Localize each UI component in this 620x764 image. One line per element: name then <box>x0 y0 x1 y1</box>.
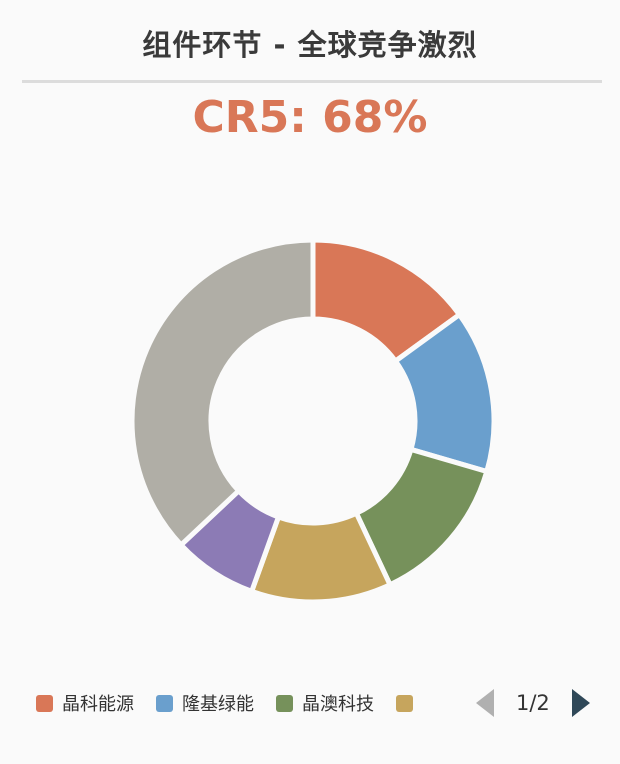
legend-pager: 1/2 <box>476 686 590 720</box>
concentration-headline: CR5: 68% <box>192 92 428 143</box>
chevron-left-icon[interactable] <box>476 689 494 717</box>
title-divider <box>22 80 602 83</box>
legend-label: 隆基绿能 <box>182 694 254 715</box>
chevron-right-icon[interactable] <box>571 689 590 717</box>
legend-item-2[interactable]: 隆基绿能 <box>156 690 254 716</box>
legend-label: 晶科能源 <box>62 694 134 715</box>
legend-item-1[interactable]: 晶科能源 <box>36 690 134 716</box>
legend-swatch <box>276 694 293 712</box>
legend-swatch <box>36 694 53 712</box>
legend-label: 晶澳科技 <box>302 694 374 715</box>
legend-swatch <box>156 694 173 712</box>
legend: 晶科能源 隆基绿能 晶澳科技 <box>36 688 444 718</box>
legend-swatch <box>396 694 413 712</box>
legend-item-4[interactable] <box>396 694 422 712</box>
chart-title: 组件环节 - 全球竞争激烈 <box>142 28 478 62</box>
donut-slice[interactable] <box>129 237 316 548</box>
legend-item-3[interactable]: 晶澳科技 <box>276 690 374 716</box>
page-indicator: 1/2 <box>516 691 550 715</box>
